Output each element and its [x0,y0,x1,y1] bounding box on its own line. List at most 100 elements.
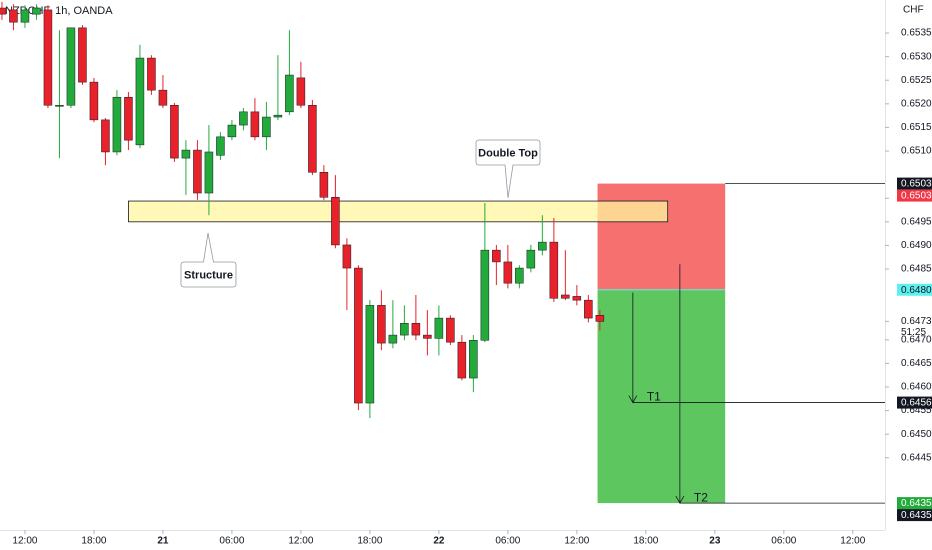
price-badge-label: 0.64354 [901,498,932,509]
target-label: T1 [647,390,661,404]
target-label: T2 [694,490,708,504]
last-price-label: 0.64739 [901,316,932,327]
x-tick-label: 22 [433,536,445,547]
candle-body [0,7,7,15]
x-tick-label: 12:00 [288,536,313,547]
candle-body [101,119,110,153]
price-badge [897,189,932,202]
callout-box [180,232,237,288]
candle-body [181,149,191,159]
y-tick-label: 0.64450 [901,452,932,463]
price-badge [897,283,932,296]
candle-body [423,334,432,339]
x-tick-label: 12:00 [12,536,37,547]
candle-body [411,323,421,336]
x-tick-label: 06:00 [495,536,520,547]
stop-zone [597,183,726,290]
candle-body [135,57,145,146]
candle-body [170,104,179,159]
countdown-label: 51:25 [901,327,926,338]
candle-body [9,9,18,23]
candle-body [492,249,501,263]
candle-body [331,197,340,246]
candle-body [515,267,524,284]
candle-body [319,172,329,198]
candle-body [549,241,559,299]
candle-body [89,81,99,121]
candle-body [227,124,237,138]
candle-body [296,77,306,106]
candle-body [273,114,283,118]
candle-body [572,296,582,301]
price-badge [897,509,932,522]
x-tick-label: 12:00 [564,536,589,547]
price-badge-label: 0.64354 [901,510,932,521]
candle-body [262,116,271,138]
x-tick-label: 06:00 [771,536,796,547]
chart-title: NZDCHF, 1h, OANDA [5,5,113,17]
callout-text: Double Top [478,147,538,159]
candle-body [538,241,547,251]
candle-body [503,261,513,284]
candle-body [66,27,76,106]
x-tick-label: 18:00 [81,536,106,547]
candle-body [112,96,122,153]
candle-body [526,249,536,269]
arrow-head [675,495,685,504]
candle-body [388,334,398,344]
candle-body [20,9,30,23]
candle-body [43,9,53,106]
price-badge [897,396,932,409]
price-badge-label: 0.65031 [901,179,932,190]
target-zone [597,289,726,504]
candle-body [124,96,133,141]
callout-box [475,139,541,199]
candle-body [78,27,87,83]
candle-body [480,249,490,341]
candle-body [400,323,409,336]
callout-text: Structure [184,269,233,281]
candle-body [469,340,478,379]
candle-body [377,305,386,344]
candle-body [561,294,570,299]
candle-body [55,104,64,107]
x-tick-label: 18:00 [633,536,658,547]
candle-body [193,149,202,194]
candle-body [446,317,455,343]
price-badge [897,177,932,190]
candle-body [342,244,352,269]
candle-body [595,315,605,322]
x-tick-label: 18:00 [357,536,382,547]
candle-body [147,57,156,91]
price-badge-label: 0.64567 [901,398,932,409]
structure-zone [128,200,669,223]
candle-body [216,136,225,156]
price-badge-label: 0.64806 [901,285,932,296]
candle-body [457,341,467,379]
candle-body [158,89,168,106]
candle-body [308,104,317,173]
candle-body [584,299,593,319]
candle-body [204,151,214,194]
x-tick-label: 21 [157,536,169,547]
price-badge [897,497,932,510]
candle-body [434,317,444,339]
candle-body [354,267,363,404]
x-tick-label: 06:00 [219,536,244,547]
